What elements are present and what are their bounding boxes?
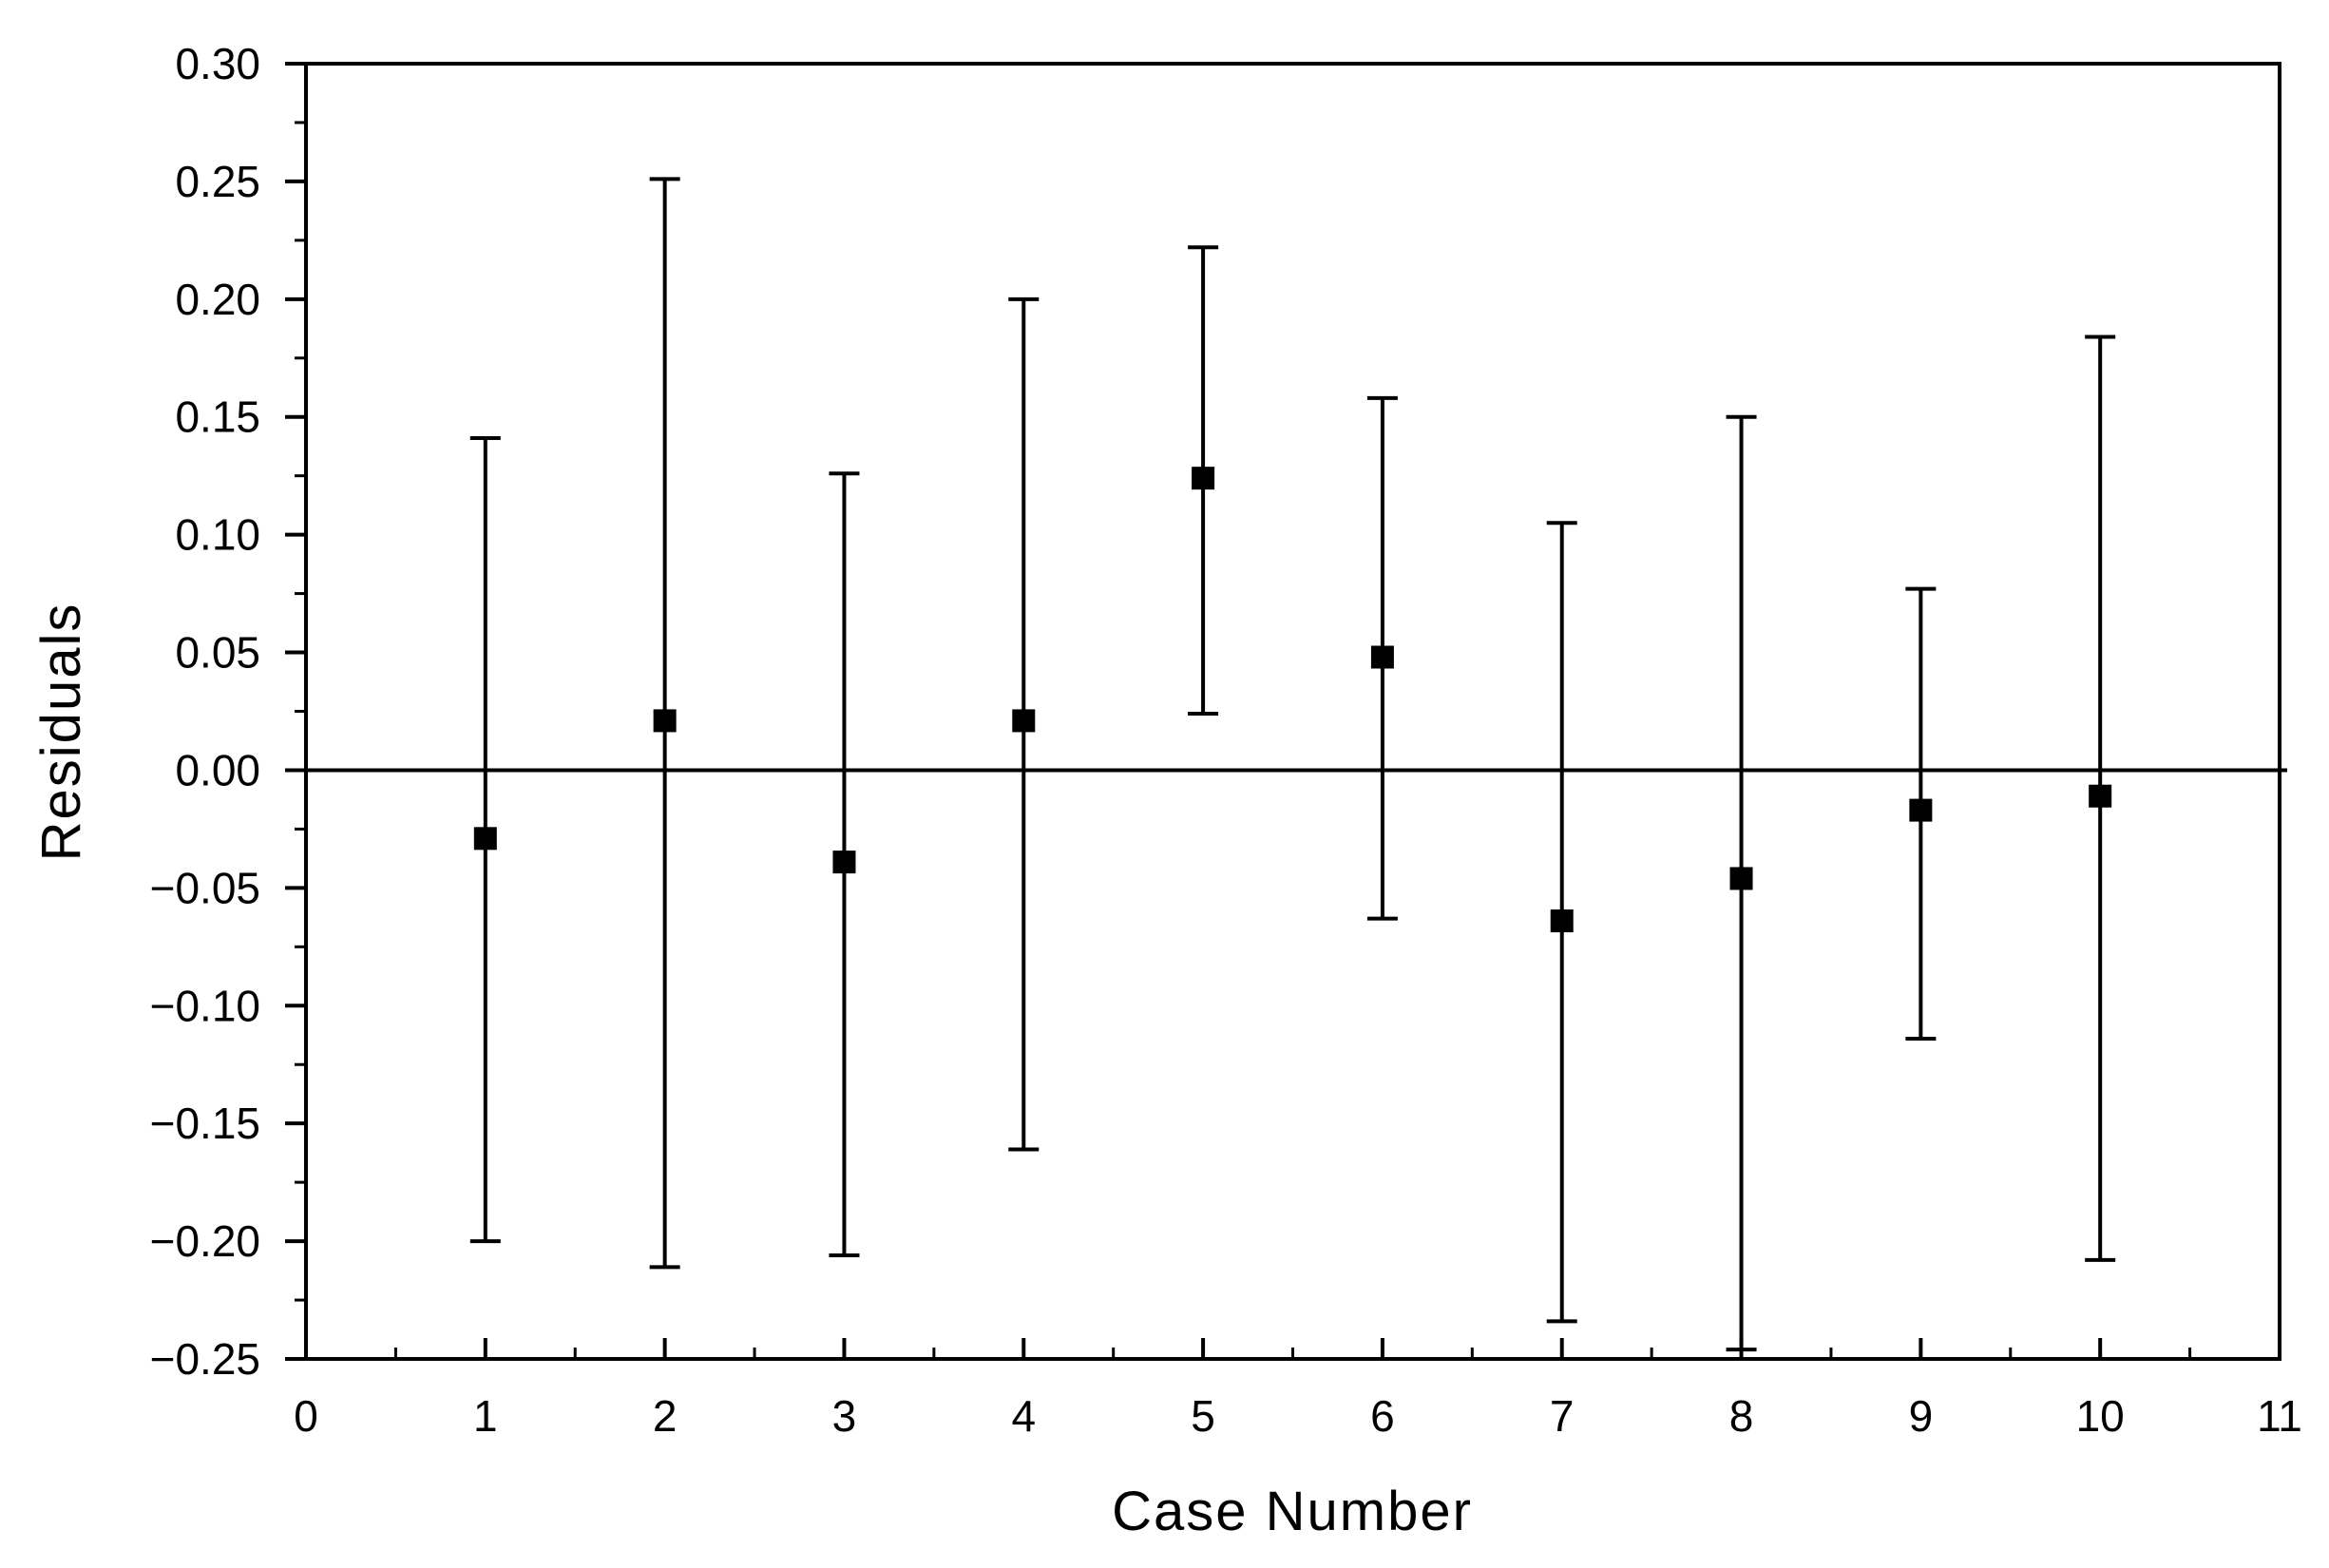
data-point — [1370, 645, 1394, 669]
x-tick-label: 0 — [294, 1391, 318, 1441]
x-tick-label: 4 — [1011, 1391, 1036, 1441]
y-tick-label: 0.10 — [175, 510, 260, 560]
y-axis-title: Residuals — [30, 602, 92, 862]
x-tick-label: 5 — [1191, 1391, 1215, 1441]
data-point — [832, 851, 856, 874]
y-tick-label: −0.25 — [150, 1334, 260, 1384]
y-tick-label: −0.20 — [150, 1216, 260, 1266]
x-tick-label: 7 — [1550, 1391, 1575, 1441]
x-tick-label: 2 — [653, 1391, 678, 1441]
data-point — [473, 827, 497, 851]
x-axis-title: Case Number — [1112, 1481, 1473, 1542]
x-tick-label: 9 — [1909, 1391, 1934, 1441]
y-tick-label: −0.15 — [150, 1099, 260, 1148]
y-tick-label: 0.05 — [175, 628, 260, 678]
x-tick-label: 3 — [832, 1391, 857, 1441]
x-ticks: 0 1 2 3 4 5 6 7 8 9 10 11 — [294, 1338, 2302, 1441]
data-point — [1909, 798, 1933, 822]
y-tick-label: 0.00 — [175, 745, 260, 794]
data-point — [2089, 784, 2112, 808]
plot-frame — [304, 62, 2281, 1361]
x-tick-label: 10 — [2076, 1391, 2125, 1441]
data-points — [473, 467, 2112, 933]
x-tick-label: 6 — [1370, 1391, 1395, 1441]
y-tick-label: −0.05 — [150, 863, 260, 912]
y-tick-label: 0.20 — [175, 275, 260, 324]
y-ticks: −0.25 −0.20 −0.15 −0.10 −0.05 0.00 0.05 0.10 0.1… — [150, 39, 306, 1384]
data-point — [653, 709, 677, 733]
y-tick-label: −0.10 — [150, 981, 260, 1030]
data-point — [1550, 909, 1574, 933]
data-point — [1192, 467, 1215, 490]
x-tick-label: 11 — [2257, 1391, 2302, 1441]
data-point — [1012, 709, 1036, 733]
y-tick-label: 0.15 — [175, 392, 260, 442]
y-tick-label: 0.30 — [175, 39, 260, 88]
data-point — [1729, 867, 1753, 890]
y-tick-label: 0.25 — [175, 157, 260, 206]
error-bars — [469, 177, 2116, 1352]
x-tick-label: 1 — [473, 1391, 498, 1441]
x-tick-label: 8 — [1729, 1391, 1754, 1441]
